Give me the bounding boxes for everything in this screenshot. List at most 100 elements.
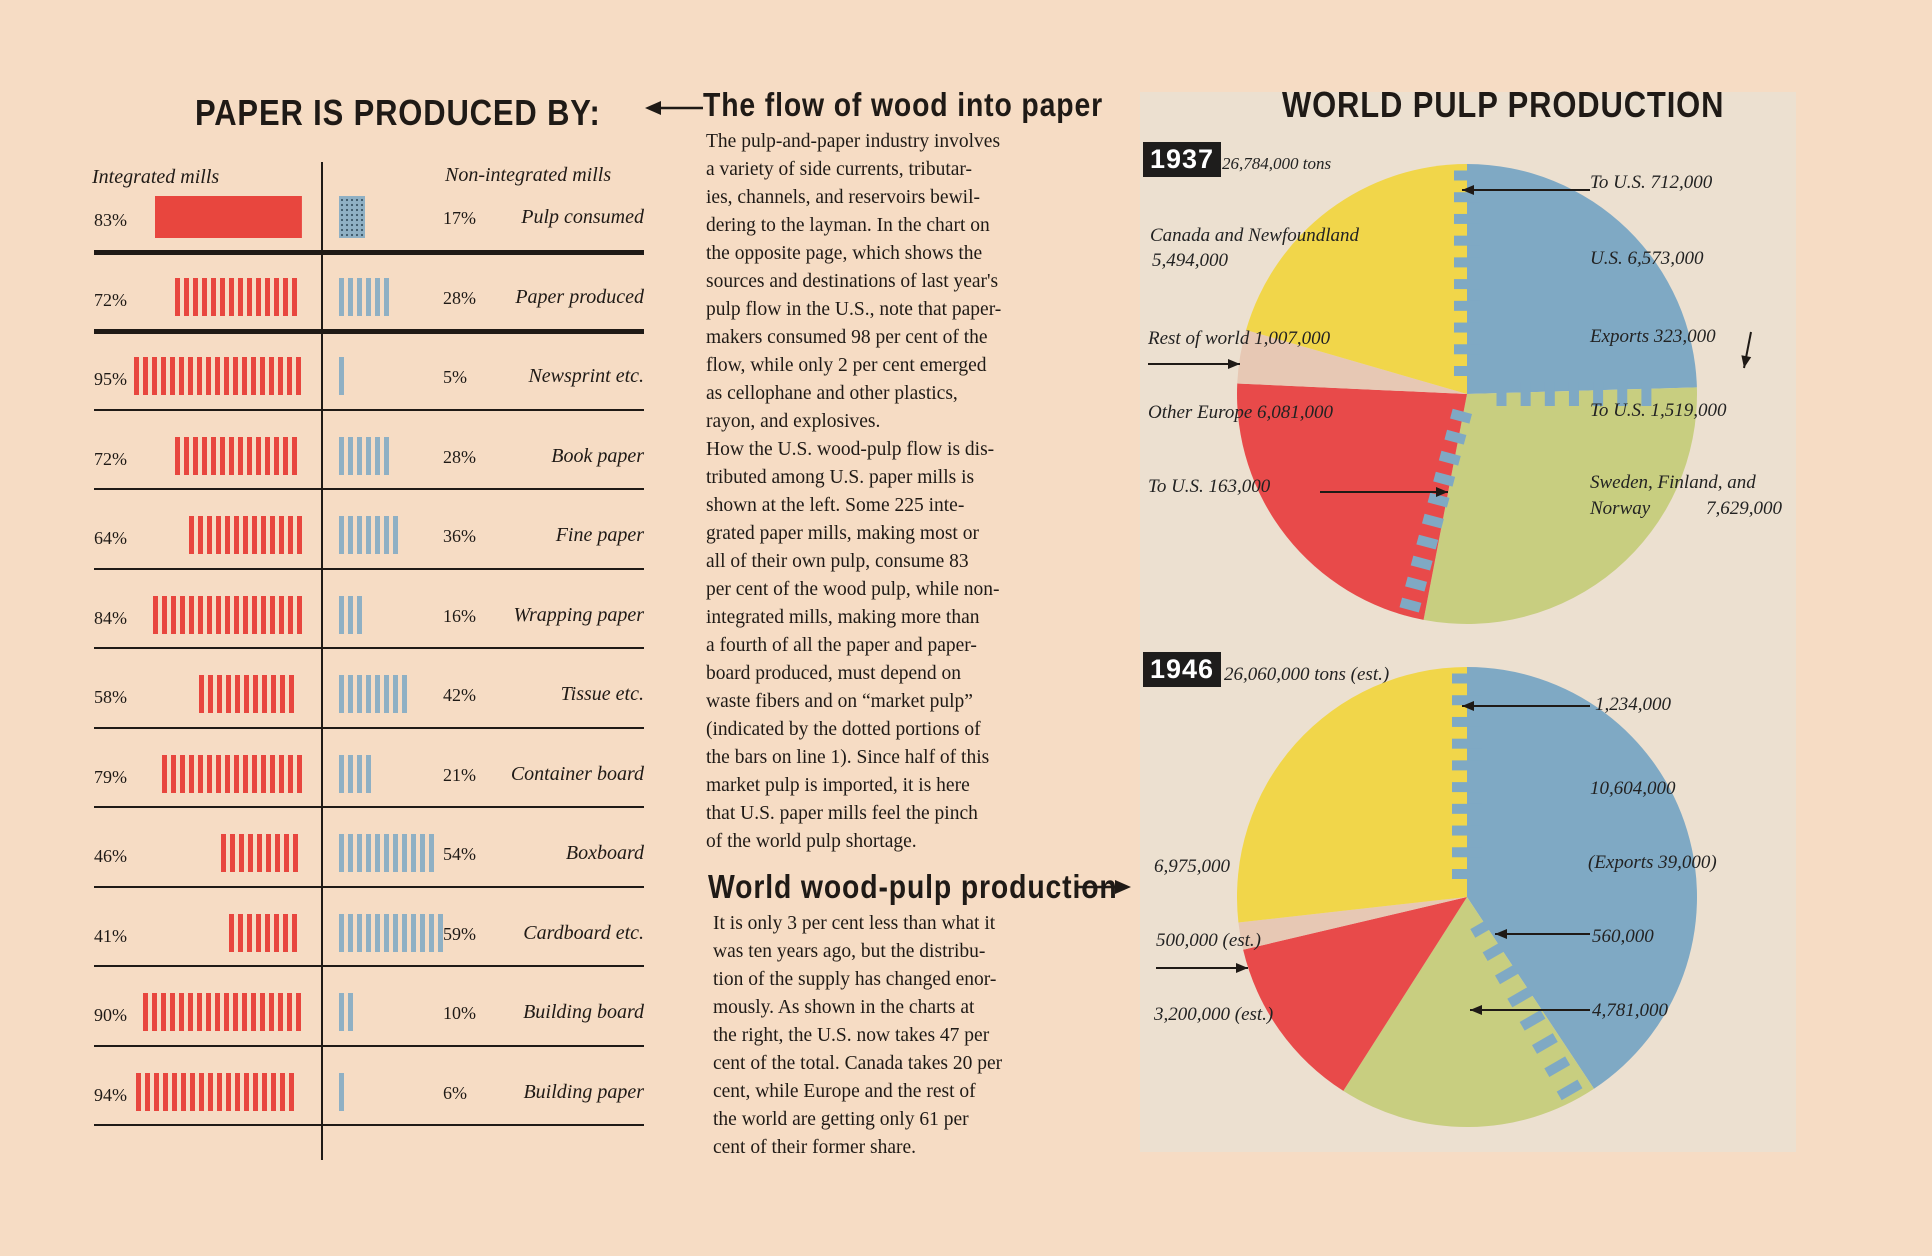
- non-integrated-pct: 59%: [443, 923, 476, 944]
- text-line: waste fibers and on “market pulp”: [706, 691, 973, 712]
- arrowhead: [1462, 701, 1474, 711]
- flow-tooth: [1452, 782, 1482, 793]
- row-label: Cardboard etc.: [523, 921, 644, 944]
- flow-tooth: [1507, 986, 1534, 1008]
- flow-tooth: [1454, 235, 1480, 246]
- integrated-pct: 64%: [94, 528, 127, 548]
- flow-tooth: [1444, 429, 1467, 445]
- flow-tooth: [1410, 555, 1433, 571]
- non-integrated-pct: 10%: [443, 1003, 476, 1023]
- row-label: Building board: [523, 1001, 644, 1023]
- arrowhead: [1462, 185, 1474, 195]
- year-1946-badge: 1946: [1143, 652, 1222, 687]
- row-label: Book paper: [551, 444, 644, 467]
- non-integrated-bar: [339, 754, 371, 793]
- flow-tooth: [1454, 300, 1480, 311]
- flow-tooth: [1454, 213, 1480, 224]
- text-line: It is only 3 per cent less than what it: [713, 913, 996, 934]
- row-divider: [94, 647, 644, 649]
- flow-tooth: [1452, 847, 1482, 858]
- arrowhead: [1495, 929, 1507, 939]
- text-line: mously. As shown in the charts at: [713, 997, 975, 1018]
- integrated-bar: [133, 357, 301, 395]
- pie-slice: [1423, 387, 1697, 624]
- label-1937-canada-value: 5,494,000: [1152, 250, 1228, 271]
- text-line: the opposite page, which shows the: [706, 243, 983, 264]
- text-line: all of their own pulp, consume 83: [706, 551, 969, 572]
- text-line: flow, while only 2 per cent emerged: [706, 355, 987, 376]
- non-integrated-pct: 28%: [443, 446, 476, 467]
- flow-tooth: [1421, 513, 1444, 529]
- pie-slice: [1246, 164, 1467, 394]
- text-line: pulp flow in the U.S., note that paper-: [706, 299, 1002, 320]
- non-integrated-bar: [339, 993, 353, 1031]
- text-line: as cellophane and other plastics,: [706, 383, 958, 404]
- row-divider: [94, 567, 644, 570]
- non-integrated-bar: [339, 357, 344, 395]
- pie-slice: [1238, 897, 1467, 950]
- pie-slice: [1343, 897, 1594, 1127]
- text-line: that U.S. paper mills feel the pinch: [706, 803, 978, 824]
- row-divider: [94, 965, 644, 967]
- integrated-bar: [229, 913, 298, 952]
- text-line: cent of the total. Canada takes 20 per: [713, 1053, 1003, 1074]
- row-divider: [94, 1044, 644, 1047]
- text-line: tributed among U.S. paper mills is: [706, 467, 975, 488]
- row-divider: [94, 488, 644, 490]
- flow-tooth: [1454, 257, 1480, 268]
- integrated-pct: 46%: [94, 846, 127, 866]
- non-integrated-bar: [339, 277, 389, 316]
- row-divider: [94, 329, 644, 334]
- left-title: PAPER IS PRODUCED BY:: [195, 92, 601, 133]
- pie-panel: WORLD PULP PRODUCTION 1937 26,784,000 to…: [1140, 84, 1796, 1152]
- label-1937-to-us-europe: To U.S. 163,000: [1148, 476, 1271, 497]
- paragraph-world: It is only 3 per cent less than what it w…: [713, 910, 1077, 1162]
- arrowhead: [1470, 1005, 1482, 1015]
- row-label: Building paper: [523, 1080, 644, 1103]
- label-1946-europe: 3,200,000 (est.): [1154, 1004, 1274, 1025]
- integrated-bar: [135, 1072, 294, 1111]
- text-line: per cent of the wood pulp, while non-: [706, 579, 1000, 600]
- text-line: was ten years ago, but the distribu-: [713, 941, 986, 962]
- non-integrated-pct: 54%: [443, 844, 476, 864]
- label-1937-other-europe: Other Europe 6,081,000: [1148, 402, 1334, 423]
- text-line: rayon, and explosives.: [706, 411, 881, 432]
- flow-tooth: [1454, 170, 1480, 181]
- label-1946-4781: 4,781,000: [1592, 1000, 1668, 1021]
- arrowhead: [1436, 487, 1448, 497]
- text-line: cent of their former share.: [713, 1137, 917, 1158]
- arrowhead: [1228, 359, 1240, 369]
- flow-tooth: [1452, 738, 1482, 749]
- integrated-bar: [199, 675, 295, 713]
- label-1937-canada: Canada and Newfoundland: [1150, 225, 1360, 246]
- label-1937-sweden-value: 7,629,000: [1706, 498, 1782, 519]
- flow-tooth: [1532, 1033, 1558, 1054]
- row-divider: [94, 885, 644, 888]
- integrated-pct: 90%: [94, 1005, 127, 1025]
- integrated-pct: 41%: [94, 925, 127, 946]
- flow-tooth: [1454, 366, 1480, 376]
- text-line: The pulp-and-paper industry involves: [706, 131, 1001, 152]
- flow-tooth: [1405, 576, 1428, 592]
- row-label: Newsprint etc.: [528, 365, 644, 387]
- flow-tooth: [1520, 382, 1531, 406]
- integrated-bar: [188, 516, 302, 554]
- flow-tooth: [1496, 382, 1507, 406]
- flow-tooth: [1568, 382, 1579, 406]
- text-line: makers consumed 98 per cent of the: [706, 327, 988, 348]
- text-line: a variety of side currents, tributar-: [706, 159, 973, 180]
- text-line: cent, while Europe and the rest of: [713, 1081, 976, 1102]
- flow-tooth: [1452, 869, 1482, 879]
- text-line: ies, channels, and reservoirs bewil-: [706, 187, 980, 208]
- integrated-bar: [174, 277, 297, 316]
- flow-tooth: [1438, 450, 1461, 466]
- flow-tooth: [1556, 1079, 1583, 1101]
- integrated-bar: [153, 595, 303, 634]
- integrated-pct: 94%: [94, 1084, 127, 1105]
- flow-tooth: [1427, 492, 1450, 508]
- non-integrated-pct: 5%: [443, 367, 467, 387]
- label-1946-rest: 500,000 (est.): [1156, 930, 1262, 951]
- label-1937-sweden: Sweden, Finland, and: [1590, 472, 1756, 493]
- label-1937-norway: Norway: [1590, 498, 1651, 519]
- non-integrated-bar: [339, 196, 365, 238]
